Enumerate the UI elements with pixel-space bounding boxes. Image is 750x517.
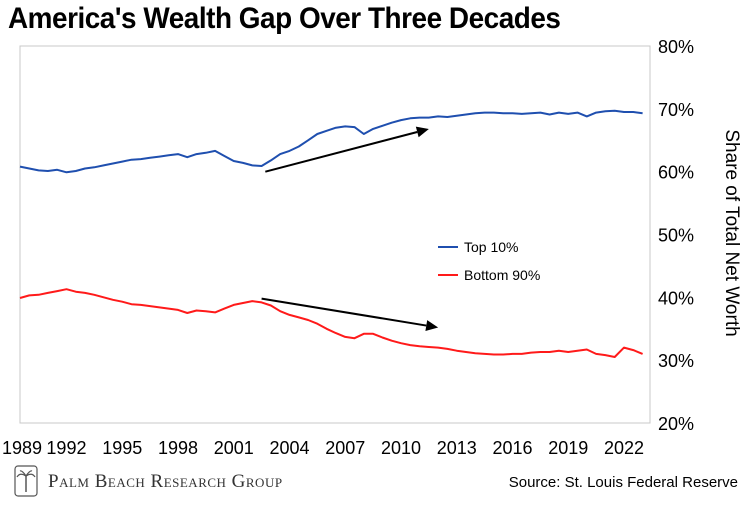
y-tick-label: 80% [658,37,694,57]
x-tick-label: 2022 [604,438,644,458]
y-axis: 80% 70% 60% 50% 40% 30% 20% [658,37,694,434]
y-tick-label: 20% [658,414,694,434]
brand-logo: Palm Beach Research Group [12,464,283,500]
y-tick-label: 40% [658,288,694,308]
y-axis-label: Share of Total Net Worth [721,129,742,336]
source-note: Source: St. Louis Federal Reserve [508,474,738,491]
x-tick-label: 2007 [325,438,365,458]
y-tick-label: 70% [658,100,694,120]
y-tick-label: 50% [658,226,694,246]
x-tick-label: 2001 [214,438,254,458]
x-axis: 1989 1992 1995 1998 2001 2004 2007 2010 2013 2016… [2,438,644,458]
x-tick-label: 1998 [158,438,198,458]
x-tick-label: 1995 [102,438,142,458]
legend-label-top10: Top 10% [464,239,518,255]
x-tick-label: 2010 [381,438,421,458]
legend: Top 10% Bottom 90% [438,239,540,283]
series-layer [19,109,643,358]
plot-area [19,45,651,424]
y-tick-label: 30% [658,351,694,371]
palm-tree-icon [14,465,38,497]
x-tick-label: 1989 [2,438,42,458]
x-tick-label: 2013 [437,438,477,458]
series-line-bottom90 [19,288,643,358]
series-line-top10 [19,109,643,174]
annotation-layer [261,126,439,331]
trend-arrow-2 [261,297,439,331]
x-tick-label: 1992 [46,438,86,458]
y-tick-label: 60% [658,163,694,183]
x-tick-label: 2016 [492,438,532,458]
chart-title: America's Wealth Gap Over Three Decades [8,2,561,35]
x-tick-label: 2004 [269,438,309,458]
x-tick-label: 2019 [548,438,588,458]
brand-name: Palm Beach Research Group [48,471,283,492]
trend-arrow-1 [265,126,429,173]
legend-label-bottom90: Bottom 90% [464,267,540,283]
